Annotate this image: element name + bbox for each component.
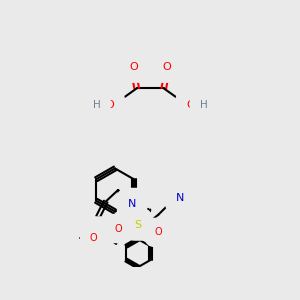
- Text: O: O: [129, 62, 138, 72]
- Text: O: O: [187, 100, 195, 110]
- Text: N: N: [176, 193, 184, 203]
- Text: O: O: [114, 224, 122, 233]
- Text: S: S: [135, 220, 142, 230]
- Text: O: O: [154, 227, 162, 237]
- Text: N: N: [128, 199, 136, 209]
- Text: O: O: [91, 227, 100, 237]
- Text: H: H: [92, 100, 100, 110]
- Text: O: O: [105, 100, 114, 110]
- Text: O: O: [89, 233, 97, 243]
- Text: O: O: [163, 62, 171, 72]
- Text: H: H: [200, 100, 208, 110]
